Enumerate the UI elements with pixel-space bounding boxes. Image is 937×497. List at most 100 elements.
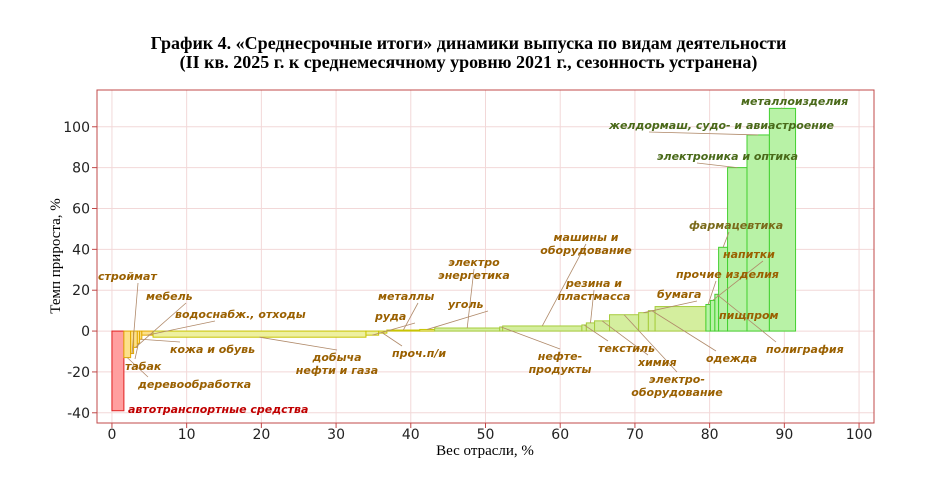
x-tick-label: 100: [846, 427, 873, 443]
bar-label: бумага: [657, 288, 701, 301]
bar-label: фармацевтика: [689, 219, 783, 232]
chart-title: График 4. «Среднесрочные итоги» динамики…: [150, 33, 787, 53]
bar-label: металлы: [378, 290, 434, 303]
label-leader-line: [601, 320, 649, 356]
x-axis-title: Вес отрасли, %: [436, 443, 534, 459]
bar-label: электро-оборудование: [631, 373, 723, 399]
bar-label: желдормаш, судо- и авиастроение: [608, 119, 835, 132]
bar: [152, 330, 367, 338]
label-leader-line: [427, 310, 489, 330]
bar: [386, 329, 421, 332]
bar-label: деревообработка: [137, 378, 251, 391]
chart-subtitle: (II кв. 2025 г. к среднемесячному уровню…: [179, 52, 758, 72]
bar-label: мебель: [146, 290, 193, 303]
axes: 0 10 20 30 40 50 60 70 80 90 100 -40 -20 0 20 40 60 80 100: [63, 89, 875, 443]
bar-labels: автотранспортные средства деревообработка…: [98, 95, 848, 416]
bar: [768, 107, 797, 332]
x-tick-label: 0: [107, 427, 116, 443]
label-leader-line: [648, 131, 759, 136]
bar-label: прочие изделия: [676, 268, 779, 281]
y-tick-label: 40: [72, 242, 90, 258]
label-leader-line: [140, 338, 181, 343]
bar-label: проч.п/и: [392, 347, 446, 360]
label-leader-line: [466, 268, 475, 329]
label-leader-line: [402, 302, 419, 331]
x-tick-label: 30: [327, 427, 345, 443]
bar-label: добыча нефти и газа: [296, 351, 378, 377]
bar-label: табак: [125, 360, 162, 373]
bar-label: одежда: [706, 352, 757, 365]
bar: [502, 325, 583, 332]
y-axis-title: Темп прироста, %: [48, 198, 64, 314]
bar: [746, 134, 770, 332]
x-tick-label: 80: [701, 427, 719, 443]
bar-label: химия: [637, 356, 677, 369]
bar-label: электро энергетика: [438, 256, 510, 282]
label-leader-line: [259, 336, 338, 351]
x-tick-label: 70: [626, 427, 644, 443]
bar-label: электроника и оптика: [657, 150, 798, 163]
y-tick-label: 0: [81, 324, 90, 340]
y-tick-label: 100: [63, 120, 90, 136]
bar: [365, 330, 380, 336]
label-leaders: [126, 107, 783, 378]
y-tick-label: 20: [72, 283, 90, 299]
bar-label: металлоизделия: [741, 95, 848, 108]
label-leader-line: [372, 322, 416, 336]
bar-label: машины и оборудование: [540, 231, 632, 257]
bar: [111, 330, 125, 412]
x-tick-label: 10: [178, 427, 196, 443]
bar-label: автотранспортные средства: [128, 403, 308, 416]
label-leader-line: [126, 357, 149, 378]
y-tick-label: -20: [67, 365, 90, 381]
label-leader-line: [590, 289, 595, 323]
bar: [709, 299, 716, 332]
label-leader-line: [382, 332, 403, 347]
x-tick-label: 50: [477, 427, 495, 443]
bar-label: нефте-продукты: [529, 350, 592, 376]
bar-label: напитки: [723, 248, 775, 261]
bar-label: пищпром: [719, 309, 779, 322]
label-leader-line: [147, 320, 216, 336]
x-tick-label: 60: [551, 427, 569, 443]
x-tick-label: 20: [252, 427, 270, 443]
bar: [419, 328, 436, 332]
chart-title-block: График 4. «Среднесрочные итоги» динамики…: [0, 34, 937, 72]
bar: [638, 312, 649, 332]
label-leader-line: [135, 302, 187, 348]
label-leader-line: [131, 282, 139, 354]
bar: [594, 320, 611, 332]
bar: [654, 306, 707, 332]
bar-label: строймат: [98, 270, 157, 283]
y-tick-label: 60: [72, 201, 90, 217]
bars: [111, 107, 797, 412]
y-tick-label: 80: [72, 161, 90, 177]
bar-label: резина и пластмасса: [558, 277, 631, 303]
bar: [434, 327, 501, 332]
x-tick-label: 40: [402, 427, 420, 443]
label-leader-line: [722, 231, 730, 248]
label-leader-line: [134, 343, 139, 360]
bar-label: руда: [374, 310, 406, 323]
bar: [609, 314, 640, 332]
y-tick-label: -40: [67, 406, 90, 422]
bar: [647, 310, 656, 332]
bar-label: уголь: [448, 298, 484, 311]
label-leader-line: [696, 162, 738, 169]
label-leader-line: [712, 260, 764, 301]
label-leader-line: [541, 243, 587, 327]
bar: [705, 304, 711, 332]
bar-label: кожа и обувь: [170, 343, 255, 356]
label-leader-line: [716, 293, 777, 343]
label-leader-line: [707, 280, 717, 305]
label-leader-line: [623, 314, 678, 373]
x-tick-label: 90: [775, 427, 793, 443]
label-leader-line: [501, 326, 561, 350]
label-leader-line: [583, 324, 609, 342]
bar: [123, 330, 132, 359]
bar-label: полиграфия: [766, 343, 844, 356]
bar-label: текстиль: [598, 342, 655, 355]
label-leader-line: [651, 310, 717, 352]
bar-label: водоснабж., отходы: [175, 308, 306, 321]
